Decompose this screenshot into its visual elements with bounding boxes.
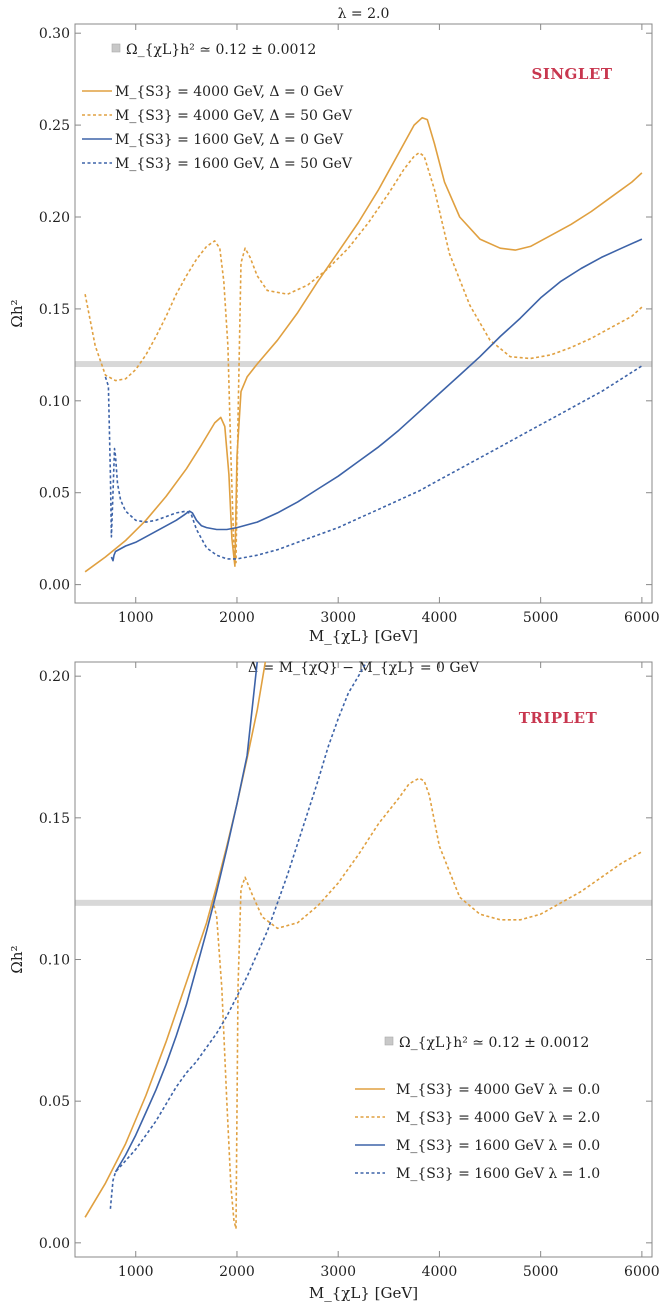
series-line-4 (109, 662, 368, 1209)
y-tick-label: 0.10 (39, 953, 70, 969)
y-tick-label: 0.15 (39, 811, 70, 827)
x-tick-label: 6000 (624, 1264, 660, 1280)
series-line-4 (104, 365, 643, 560)
x-tick-label: 5000 (523, 1264, 559, 1280)
legend-label-2: M_{S3} = 4000 GeV, Δ = 50 GeV (115, 108, 353, 124)
y-tick-label: 0.00 (39, 578, 70, 594)
x-tick-label: 1000 (118, 1264, 154, 1280)
legend: Ω_{χL}h² ≃ 0.12 ± 0.0012 M_{S3} = 4000 Ge… (82, 42, 353, 172)
band-swatch (384, 1036, 394, 1046)
plot-frame (74, 23, 653, 604)
legend-label-1: M_{S3} = 4000 GeV, Δ = 0 GeV (115, 84, 344, 100)
y-tick-label: 0.20 (39, 210, 70, 226)
y-tick-label: 0.05 (39, 486, 70, 502)
y-tick-label: 0.15 (39, 302, 70, 318)
panel-tag: SINGLET (531, 65, 612, 83)
panel-title: Δ = M_{χQ} − M_{χL} = 0 GeV (248, 660, 480, 676)
panel-tag: TRIPLET (519, 709, 598, 727)
series-line-3 (114, 662, 258, 1173)
band-swatch (111, 43, 121, 53)
series-line-1 (84, 116, 643, 573)
panel-2: 1000 2000 3000 4000 5000 6000 0.00 0.05 0.10 0.15… (8, 660, 660, 1302)
y-tick-label: 0.20 (39, 669, 70, 685)
x-tick-label: 6000 (624, 610, 660, 626)
y-axis-label: Ωh² (8, 945, 26, 973)
x-tick-label: 3000 (320, 610, 356, 626)
legend-label-2: M_{S3} = 4000 GeV λ = 2.0 (396, 1110, 600, 1126)
y-tick-label: 0.10 (39, 394, 70, 410)
legend-band-label: Ω_{χL}h² ≃ 0.12 ± 0.0012 (126, 42, 316, 58)
legend-band-label: Ω_{χL}h² ≃ 0.12 ± 0.0012 (399, 1035, 589, 1051)
series-line-2 (211, 777, 643, 1230)
legend-label-3: M_{S3} = 1600 GeV λ = 0.0 (396, 1138, 600, 1154)
legend-label-3: M_{S3} = 1600 GeV, Δ = 0 GeV (115, 132, 344, 148)
panel-1: 1000 2000 3000 4000 5000 6000 0.00 0.05 0.10 0.15… (8, 6, 660, 645)
legend-label-4: M_{S3} = 1600 GeV, Δ = 50 GeV (115, 156, 353, 172)
series-group (84, 662, 643, 1230)
y-tick-label: 0.25 (39, 118, 70, 134)
y-axis-label: Ωh² (8, 299, 26, 327)
x-tick-label: 4000 (422, 1264, 458, 1280)
x-tick-label: 4000 (422, 610, 458, 626)
series-group (84, 116, 643, 573)
series-line-3 (110, 238, 643, 562)
x-tick-label: 3000 (320, 1264, 356, 1280)
legend-label-4: M_{S3} = 1600 GeV λ = 1.0 (396, 1166, 600, 1182)
x-axis-label: M_{χL} [GeV] (309, 627, 418, 645)
y-tick-label: 0.00 (39, 1236, 70, 1252)
x-tick-label: 2000 (219, 610, 255, 626)
x-axis-label: M_{χL} [GeV] (309, 1284, 418, 1302)
relic-density-band (75, 899, 652, 906)
y-tick-label: 0.05 (39, 1094, 70, 1110)
x-tick-label: 5000 (523, 610, 559, 626)
x-tick-label: 1000 (118, 610, 154, 626)
relic-density-band (75, 361, 652, 368)
y-tick-label: 0.30 (39, 26, 70, 42)
x-tick-label: 2000 (219, 1264, 255, 1280)
panel-title: λ = 2.0 (338, 6, 390, 22)
legend: Ω_{χL}h² ≃ 0.12 ± 0.0012 M_{S3} = 4000 Ge… (355, 1035, 600, 1182)
series-line-1 (84, 662, 267, 1218)
legend-label-1: M_{S3} = 4000 GeV λ = 0.0 (396, 1082, 600, 1098)
